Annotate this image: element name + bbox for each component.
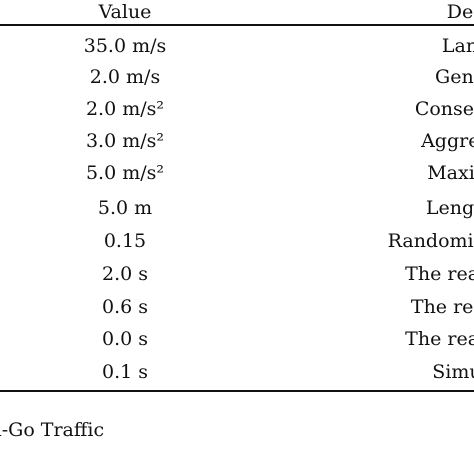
row-1-description: Lan (441, 35, 474, 57)
row-4-description: Aggress (421, 130, 474, 152)
row-6-description: Length (425, 197, 474, 219)
bottom-rule (0, 390, 474, 392)
row-9-description: The reacti (410, 296, 474, 318)
row-5-value: 5.0 m/s² (85, 162, 165, 184)
row-11-description: Simul (432, 361, 474, 383)
row-8-value: 2.0 s (101, 263, 148, 285)
row-6-value: 5.0 m (97, 197, 153, 219)
row-3-value: 2.0 m/s² (85, 98, 165, 120)
header-description: De (446, 1, 474, 23)
row-10-description: The reactio (405, 328, 474, 350)
row-7-value: 0.15 (103, 230, 147, 252)
row-5-description: Maxim (427, 162, 474, 184)
row-3-description: Conserva (414, 98, 474, 120)
row-2-value: 2.0 m/s (89, 66, 161, 88)
row-10-value: 0.0 s (101, 328, 148, 350)
row-11-value: 0.1 s (101, 361, 148, 383)
row-2-description: Gene (435, 66, 474, 88)
row-8-description: The reactio (405, 263, 474, 285)
row-7-description: Randomization (387, 230, 474, 252)
row-4-value: 3.0 m/s² (85, 130, 165, 152)
row-1-value: 35.0 m/s (83, 35, 167, 57)
header-value: Value (98, 1, 152, 23)
header-rule (0, 24, 474, 26)
row-9-value: 0.6 s (101, 296, 148, 318)
table-caption: and-Go Traffic (0, 419, 105, 441)
